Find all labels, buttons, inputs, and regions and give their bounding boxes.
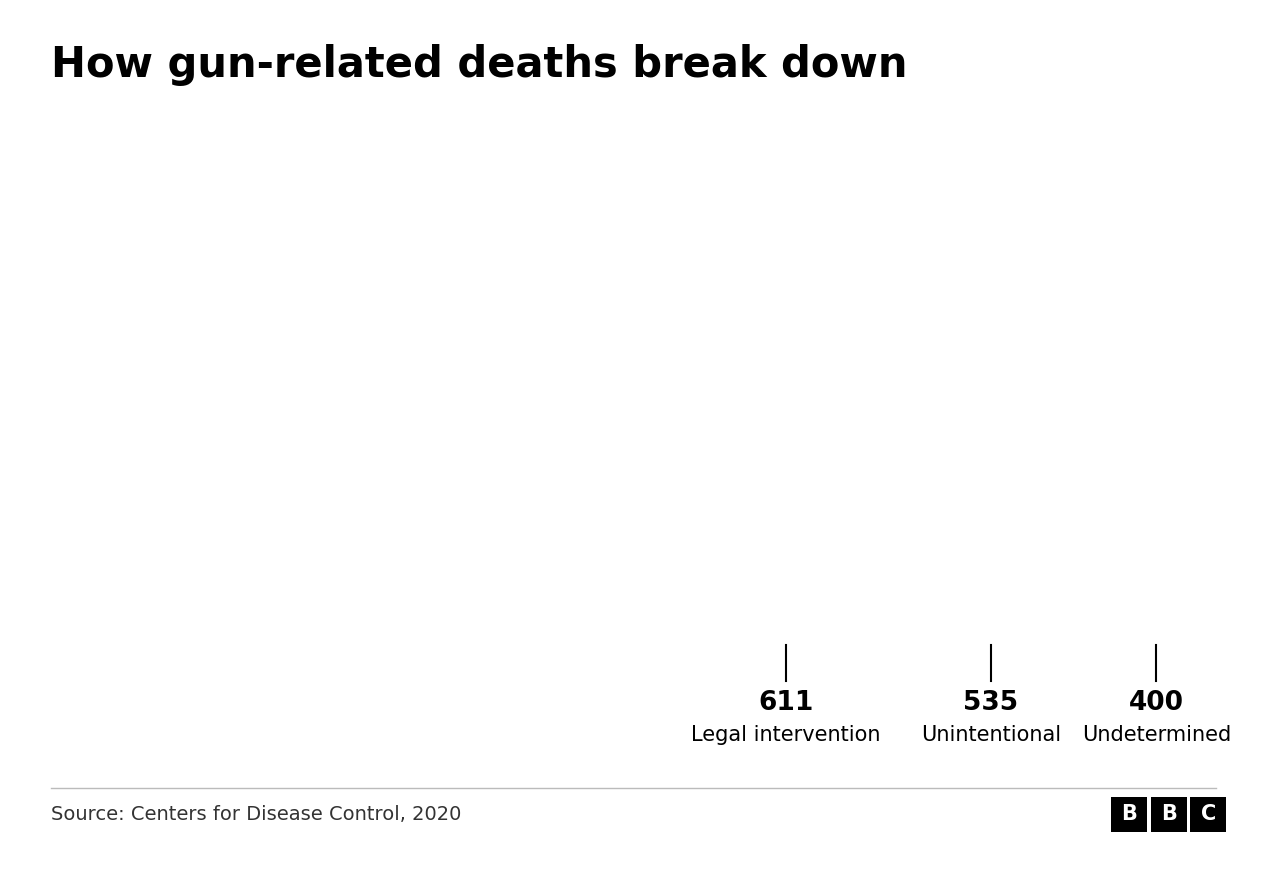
Text: C: C bbox=[1201, 805, 1216, 824]
Text: 24,292: 24,292 bbox=[83, 138, 195, 166]
Text: B: B bbox=[1121, 805, 1137, 824]
Text: How gun-related deaths break down: How gun-related deaths break down bbox=[51, 44, 908, 86]
Text: Unintentional: Unintentional bbox=[920, 725, 1061, 745]
Text: Suicide: Suicide bbox=[83, 176, 169, 200]
Text: 400: 400 bbox=[1129, 690, 1184, 716]
Text: Legal intervention: Legal intervention bbox=[691, 725, 881, 745]
Text: Source: Centers for Disease Control, 2020: Source: Centers for Disease Control, 202… bbox=[51, 805, 462, 824]
Text: B: B bbox=[1161, 805, 1176, 824]
Text: 535: 535 bbox=[964, 690, 1019, 716]
Text: 19,384: 19,384 bbox=[714, 138, 827, 166]
Text: 611: 611 bbox=[758, 690, 814, 716]
Text: Undetermined: Undetermined bbox=[1082, 725, 1231, 745]
Text: Homicide: Homicide bbox=[714, 176, 824, 200]
